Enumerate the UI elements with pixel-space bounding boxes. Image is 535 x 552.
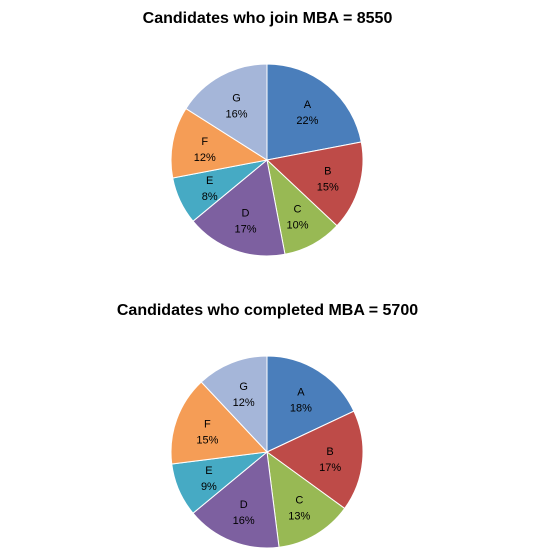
slice-category-label: D	[242, 208, 250, 220]
pie-slice-d	[192, 451, 280, 549]
slice-category-label: D	[240, 499, 248, 511]
pie-slice-g	[185, 63, 268, 161]
pie-slice-c	[266, 450, 346, 548]
pie-slice-b	[265, 141, 364, 227]
slice-category-label: A	[304, 99, 312, 111]
slice-value-label: 9%	[201, 481, 217, 493]
slice-value-label: 10%	[286, 220, 308, 232]
slice-category-label: C	[295, 495, 303, 507]
slice-value-label: 12%	[233, 397, 255, 409]
slice-value-label: 16%	[233, 515, 255, 527]
slice-category-label: F	[201, 136, 208, 148]
slice-value-label: 17%	[234, 224, 256, 236]
pie-slice-f	[170, 381, 269, 465]
slice-value-label: 16%	[225, 109, 247, 121]
slice-category-label: B	[324, 166, 331, 178]
slice-category-label: E	[206, 175, 213, 187]
slice-category-label: G	[232, 93, 241, 105]
slice-category-label: G	[239, 381, 248, 393]
slice-value-label: 15%	[196, 435, 218, 447]
pie-slice-a	[266, 63, 362, 161]
pie-slice-d	[192, 159, 286, 257]
slice-category-label: E	[205, 465, 212, 477]
slice-category-label: A	[297, 387, 305, 399]
slice-value-label: 12%	[194, 152, 216, 164]
pie-slice-f	[170, 107, 269, 179]
slice-value-label: 17%	[319, 462, 341, 474]
slice-value-label: 8%	[202, 191, 218, 203]
pie-chart-joined-plot: A 22% B 15% C 10% D 17% E 8% F 12% G 16%	[170, 63, 364, 257]
slice-value-label: 15%	[317, 182, 339, 194]
pie-chart-joined: Candidates who join MBA = 8550 A 22% B 15% C…	[0, 0, 535, 275]
pie-chart-completed-plot: A 18% B 17% C 13% D 16% E 9% F 15% G 12%	[170, 355, 364, 549]
pie-slice-g	[200, 355, 268, 454]
slice-value-label: 22%	[296, 115, 318, 127]
pie-slice-a	[266, 355, 355, 453]
slice-category-label: F	[204, 419, 211, 431]
chart-title: Candidates who completed MBA = 5700	[116, 302, 419, 319]
slice-category-label: C	[294, 204, 302, 216]
chart-title: Candidates who join MBA = 8550	[142, 10, 393, 27]
slice-value-label: 18%	[290, 403, 312, 415]
slice-category-label: B	[326, 446, 333, 458]
pie-chart-completed: Candidates who completed MBA = 5700 A 18%…	[0, 290, 535, 552]
slice-value-label: 13%	[288, 511, 310, 523]
pie-slice-b	[266, 410, 364, 510]
